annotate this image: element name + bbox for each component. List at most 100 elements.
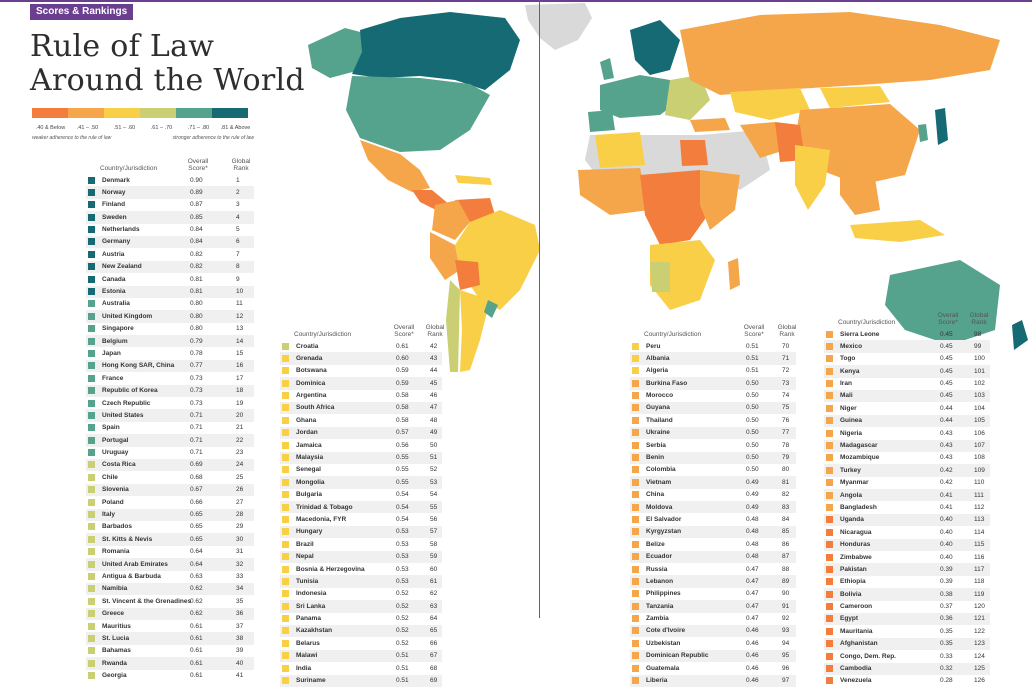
global-rank: 110: [974, 479, 985, 487]
table-row: Brazil 0.53 58: [280, 538, 442, 550]
overall-score: 0.50: [746, 404, 759, 412]
country-name: Mauritius: [102, 622, 131, 630]
global-rank: 69: [430, 677, 438, 685]
overall-score: 0.65: [190, 535, 203, 543]
map-madagascar: [728, 258, 740, 290]
global-rank: 86: [782, 540, 790, 548]
global-rank: 122: [974, 627, 985, 635]
table-row: Hungary 0.53 57: [280, 525, 442, 539]
country-name: Malaysia: [296, 454, 324, 462]
overall-score: 0.59: [396, 367, 409, 375]
table-row: Romania 0.64 31: [86, 546, 254, 558]
score-swatch: [88, 461, 95, 469]
overall-score: 0.35: [940, 627, 953, 635]
country-name: Estonia: [102, 288, 126, 296]
table-row: Mexico 0.45 99: [824, 340, 990, 353]
country-name: Moldova: [646, 503, 673, 511]
overall-score: 0.73: [190, 387, 203, 395]
country-name: Sweden: [102, 213, 127, 221]
global-rank: 109: [974, 466, 985, 474]
score-swatch: [632, 342, 639, 350]
overall-score: 0.90: [190, 176, 203, 184]
score-swatch: [88, 188, 95, 196]
score-swatch: [632, 627, 639, 635]
overall-score: 0.52: [396, 590, 409, 598]
table-row: Uruguay 0.71 23: [86, 447, 254, 459]
table-row: Bolivia 0.38 119: [824, 588, 990, 601]
header-country: Country/Jurisdiction: [644, 331, 702, 338]
table-row: Thailand 0.50 76: [630, 414, 796, 426]
table-row: Bangladesh 0.41 112: [824, 501, 990, 513]
country-name: Costa Rica: [102, 461, 136, 469]
table-row: Angola 0.41 111: [824, 489, 990, 502]
country-name: Hong Kong SAR, China: [102, 362, 175, 370]
country-name: Suriname: [296, 677, 326, 685]
country-name: Hungary: [296, 528, 323, 536]
table-row: Myanmar 0.42 110: [824, 477, 990, 489]
country-name: Turkey: [840, 466, 861, 474]
table-row: Belarus 0.52 66: [280, 637, 442, 649]
global-rank: 120: [974, 603, 985, 611]
table-row: Australia 0.80 11: [86, 298, 254, 310]
score-swatch: [632, 503, 639, 511]
country-name: Kyrgyzstan: [646, 528, 682, 536]
score-swatch: [826, 491, 833, 499]
overall-score: 0.80: [190, 300, 203, 308]
global-rank: 48: [430, 416, 438, 424]
global-rank: 82: [782, 491, 790, 499]
country-name: Tanzania: [646, 602, 674, 610]
table-row: Ecuador 0.48 87: [630, 550, 796, 564]
header-score: Overall Score*: [187, 158, 209, 172]
overall-score: 0.58: [396, 416, 409, 424]
overall-score: 0.45: [940, 392, 953, 400]
country-name: Nicaragua: [840, 528, 872, 536]
table-row: Costa Rica 0.69 24: [86, 458, 254, 472]
country-name: United States: [102, 411, 144, 419]
overall-score: 0.61: [396, 342, 409, 350]
score-swatch: [826, 330, 833, 338]
global-rank: 20: [236, 411, 244, 419]
overall-score: 0.62: [190, 585, 203, 593]
score-swatch: [88, 226, 95, 234]
overall-score: 0.53: [396, 565, 409, 573]
legend-swatch-3: [140, 108, 176, 118]
country-name: Greece: [102, 610, 125, 618]
table-row: Kyrgyzstan 0.48 85: [630, 525, 796, 539]
score-swatch: [632, 615, 639, 623]
map-alaska: [308, 28, 368, 78]
score-swatch: [826, 429, 833, 437]
overall-score: 0.80: [190, 325, 203, 333]
score-swatch: [826, 627, 833, 635]
overall-score: 0.49: [746, 478, 759, 486]
overall-score: 0.55: [396, 466, 409, 474]
global-rank: 23: [236, 449, 244, 457]
header-country: Country/Jurisdiction: [100, 165, 158, 172]
global-rank: 115: [974, 541, 985, 549]
column-header: Country/Jurisdiction Overall Score* Global…: [280, 316, 444, 340]
table-row: Norway 0.89 2: [86, 186, 254, 199]
table-row: Guinea 0.44 105: [824, 414, 990, 428]
table-row: Italy 0.65 28: [86, 508, 254, 521]
legend-notes: weaker adherence to the rule of law stro…: [32, 135, 254, 141]
overall-score: 0.55: [396, 454, 409, 462]
map-mongolia: [820, 86, 890, 108]
score-swatch: [88, 424, 95, 432]
table-row: Algeria 0.51 72: [630, 365, 796, 377]
score-swatch: [88, 634, 95, 642]
table-row: Ghana 0.58 48: [280, 414, 442, 426]
score-swatch: [632, 466, 639, 474]
score-swatch: [632, 590, 639, 598]
table-row: Afghanistan 0.35 123: [824, 637, 990, 651]
table-row: France 0.73 17: [86, 372, 254, 384]
score-swatch: [632, 652, 639, 660]
table-row: Congo, Dem. Rep. 0.33 124: [824, 650, 990, 662]
score-swatch: [826, 553, 833, 561]
score-swatch: [282, 404, 289, 412]
table-row: Namibia 0.62 34: [86, 582, 254, 596]
global-rank: 60: [430, 565, 438, 573]
country-name: China: [646, 491, 665, 499]
score-swatch: [632, 392, 639, 400]
overall-score: 0.48: [746, 528, 759, 536]
table-row: India 0.51 68: [280, 662, 442, 674]
country-name: India: [296, 664, 312, 672]
